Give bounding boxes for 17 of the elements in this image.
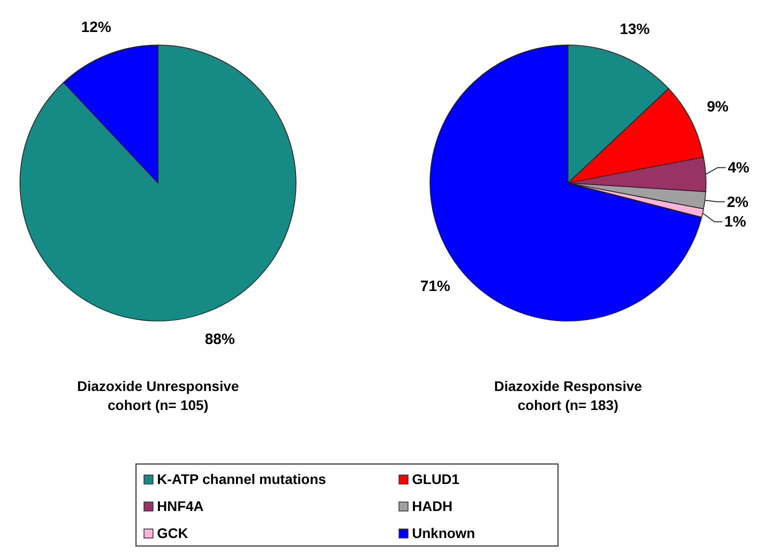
legend-label: HNF4A	[157, 498, 204, 514]
data-label: 12%	[81, 18, 112, 36]
data-label: 2%	[726, 194, 749, 211]
legend-label: GCK	[157, 525, 188, 541]
data-label: 4%	[728, 160, 750, 177]
data-label: 88%	[204, 331, 235, 348]
legend-label: GLUD1	[412, 471, 460, 487]
data-label: 71%	[420, 278, 450, 295]
pie-slice	[20, 44, 296, 322]
text: Diazoxide Responsive cohort (n= 183)	[494, 378, 642, 413]
legend-label: Unknown	[412, 525, 475, 541]
data-label: 1%	[724, 214, 746, 231]
data-label: 13%	[620, 20, 650, 38]
legend-label: K-ATP channel mutations	[157, 471, 326, 487]
legend-label: HADH	[412, 498, 452, 514]
data-label: 9%	[706, 98, 729, 116]
text: Diazoxide Unresponsive cohort (n= 105)	[77, 378, 240, 413]
